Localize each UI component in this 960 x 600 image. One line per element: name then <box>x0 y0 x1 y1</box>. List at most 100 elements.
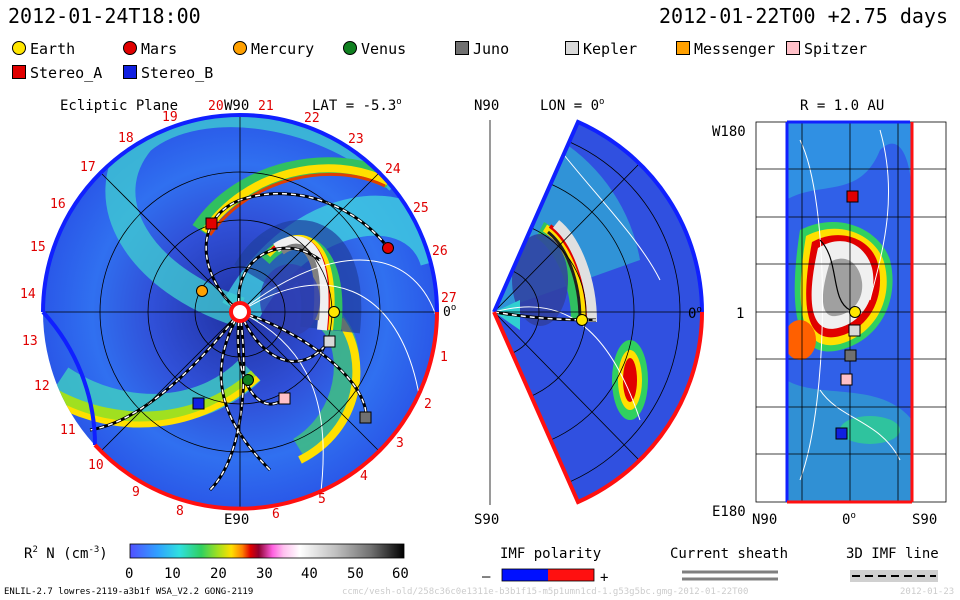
radial-top-left: W180 <box>712 124 746 140</box>
observation-time: 2012-01-24T18:00 <box>8 4 201 28</box>
meridional-lon: LON = 0o <box>540 97 604 114</box>
meridional-bottom-label: S90 <box>474 512 499 528</box>
radial-x-right: S90 <box>912 512 937 528</box>
radial-map-plot <box>755 120 947 504</box>
earth-marker-icon <box>12 41 26 55</box>
stereo-b-marker-icon <box>123 65 137 79</box>
venus-marker-icon <box>343 41 357 55</box>
colorbar-tick-60: 60 <box>392 566 409 582</box>
juno-point <box>359 411 372 424</box>
ecliptic-bottom-label: E90 <box>224 512 249 528</box>
meridional-top-label: N90 <box>474 98 499 114</box>
earth-point-meridional <box>576 314 588 326</box>
ecliptic-top-label: W90 <box>224 98 249 114</box>
colorbar-label: R2 N (cm-3) <box>24 545 108 562</box>
legend-juno: Juno <box>455 40 509 58</box>
kepler-point <box>323 335 336 348</box>
stereo-a-point-radial <box>846 190 859 203</box>
carrington-10: 10 <box>88 458 104 473</box>
carrington-22: 22 <box>304 111 320 126</box>
radial-title: R = 1.0 AU <box>800 98 884 114</box>
stereo-a-marker-icon <box>12 65 26 79</box>
colorbar-tick-30: 30 <box>256 566 273 582</box>
ecliptic-right-label: 0o <box>443 303 456 320</box>
model-run-time: 2012-01-22T00 +2.75 days <box>659 4 948 28</box>
imf-3d-line-title: 3D IMF line <box>846 546 939 562</box>
imf-polarity-title: IMF polarity <box>500 546 601 562</box>
colorbar-tick-0: 0 <box>125 566 133 582</box>
carrington-27: 27 <box>441 291 457 306</box>
carrington-1: 1 <box>440 350 448 365</box>
carrington-26: 26 <box>432 244 448 259</box>
carrington-13: 13 <box>22 334 38 349</box>
venus-point <box>242 374 254 386</box>
ecliptic-plane-plot <box>41 113 439 511</box>
current-sheath-key <box>682 570 778 581</box>
carrington-23: 23 <box>348 132 364 147</box>
earth-point <box>328 306 340 318</box>
juno-point-radial <box>844 349 857 362</box>
carrington-labels: 1 2 3 4 5 6 8 9 10 11 12 13 14 15 16 17 … <box>20 99 457 522</box>
stereo-a-point <box>205 217 218 230</box>
carrington-21: 21 <box>258 99 274 114</box>
spitzer-point <box>278 392 291 405</box>
carrington-16: 16 <box>50 197 66 212</box>
mercury-marker-icon <box>233 41 247 55</box>
mars-point <box>382 242 394 254</box>
carrington-25: 25 <box>413 201 429 216</box>
legend-stereo-a: Stereo_A <box>12 64 102 82</box>
colorbar-tick-20: 20 <box>210 566 227 582</box>
radial-x-left: N90 <box>752 512 777 528</box>
ecliptic-lat: LAT = -5.3o <box>312 97 402 114</box>
colorbar-tick-10: 10 <box>164 566 181 582</box>
footer-run-id: ccmc/vesh-old/258c36c0e1311e-b3b1f15-m5p… <box>342 587 749 597</box>
imf-plus-label: + <box>600 570 608 586</box>
legend-kepler: Kepler <box>565 40 637 58</box>
mars-marker-icon <box>123 41 137 55</box>
spitzer-marker-icon <box>786 41 800 55</box>
radial-mid-left: 1 <box>736 306 744 322</box>
meridional-plane-plot <box>489 119 704 505</box>
carrington-14: 14 <box>20 287 36 302</box>
messenger-marker-icon <box>676 41 690 55</box>
kepler-marker-icon <box>565 41 579 55</box>
legend-mercury: Mercury <box>233 40 314 58</box>
juno-marker-icon <box>455 41 469 55</box>
carrington-5: 5 <box>318 492 326 507</box>
stereo-b-point <box>192 397 205 410</box>
legend-messenger: Messenger <box>676 40 775 58</box>
imf-polarity-key <box>501 568 595 582</box>
legend-mars: Mars <box>123 40 177 58</box>
carrington-12: 12 <box>34 379 50 394</box>
carrington-8: 8 <box>176 504 184 519</box>
carrington-9: 9 <box>132 485 140 500</box>
spitzer-point-radial <box>840 373 853 386</box>
earth-point-radial <box>849 306 861 318</box>
footer-date: 2012-01-23 <box>900 587 955 597</box>
radial-bottom-left: E180 <box>712 504 746 520</box>
carrington-19: 19 <box>162 110 178 125</box>
colorbar-tick-40: 40 <box>301 566 318 582</box>
carrington-15: 15 <box>30 240 46 255</box>
carrington-11: 11 <box>60 423 76 438</box>
legend-spitzer: Spitzer <box>786 40 867 58</box>
current-sheath-title: Current sheath <box>670 546 788 562</box>
density-colorbar <box>129 543 405 559</box>
carrington-2: 2 <box>424 397 432 412</box>
legend-stereo-b: Stereo_B <box>123 64 213 82</box>
stereo-b-point-radial <box>835 427 848 440</box>
radial-x-mid: 0o <box>842 511 856 528</box>
carrington-4: 4 <box>360 469 368 484</box>
ecliptic-title: Ecliptic Plane <box>60 98 178 114</box>
footer-model-info: ENLIL-2.7 lowres-2119-a3b1f WSA_V2.2 GON… <box>4 587 254 597</box>
carrington-20: 20 <box>208 99 224 114</box>
legend-earth: Earth <box>12 40 75 58</box>
imf-3d-line-key <box>850 570 938 582</box>
colorbar-tick-50: 50 <box>347 566 364 582</box>
carrington-18: 18 <box>118 131 134 146</box>
legend-venus: Venus <box>343 40 406 58</box>
mercury-point <box>196 285 208 297</box>
carrington-24: 24 <box>385 162 401 177</box>
